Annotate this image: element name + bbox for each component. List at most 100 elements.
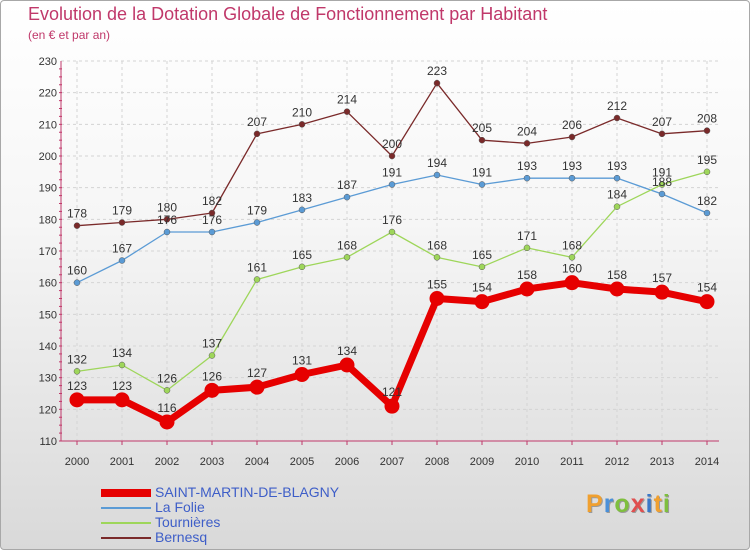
legend-swatch [101, 507, 151, 509]
data-point-bernesq [343, 108, 351, 115]
data-point-bernesq [73, 222, 81, 229]
data-point-saint-martin-de-blagny [384, 398, 400, 414]
x-tick-label: 2010 [515, 456, 539, 468]
data-point-bernesq [523, 140, 531, 147]
data-label-la-folie: 191 [382, 166, 402, 180]
legend-item: La Folie [101, 499, 421, 515]
y-tick-label: 200 [39, 151, 57, 163]
y-tick-label: 220 [39, 88, 57, 100]
data-label-saint-martin-de-blagny: 157 [652, 271, 672, 285]
data-label-tournieres: 134 [112, 346, 132, 360]
data-label-tournieres: 171 [517, 229, 537, 243]
data-point-saint-martin-de-blagny [429, 291, 445, 306]
y-tick-label: 230 [39, 56, 57, 68]
x-tick-label: 2003 [200, 456, 224, 468]
x-tick-label: 2006 [335, 456, 359, 468]
data-label-bernesq: 207 [247, 115, 267, 129]
data-label-saint-martin-de-blagny: 127 [247, 366, 267, 380]
data-label-bernesq: 223 [427, 64, 447, 78]
data-label-bernesq: 178 [67, 207, 87, 221]
data-point-tournieres [343, 254, 351, 261]
data-point-saint-martin-de-blagny [564, 275, 580, 291]
logo-letter: r [603, 490, 615, 518]
data-label-la-folie: 176 [202, 213, 222, 227]
data-label-la-folie: 194 [427, 156, 447, 170]
data-point-bernesq [658, 130, 666, 138]
data-label-bernesq: 214 [337, 93, 357, 107]
data-point-bernesq [478, 136, 486, 144]
data-label-saint-martin-de-blagny: 154 [472, 281, 492, 295]
x-tick-label: 2011 [560, 456, 584, 468]
data-point-la-folie [523, 174, 531, 182]
y-tick-label: 120 [39, 404, 57, 416]
data-label-saint-martin-de-blagny: 126 [202, 369, 222, 383]
logo-letter: x [630, 490, 646, 518]
data-point-bernesq [703, 127, 711, 134]
logo-letter: i [645, 490, 654, 518]
data-label-saint-martin-de-blagny: 160 [562, 262, 582, 276]
data-label-bernesq: 205 [472, 121, 492, 135]
data-label-tournieres: 168 [337, 238, 357, 252]
data-point-saint-martin-de-blagny [339, 357, 355, 373]
data-label-saint-martin-de-blagny: 116 [157, 401, 176, 415]
data-point-la-folie [163, 228, 171, 236]
data-point-tournieres [703, 168, 711, 176]
data-point-la-folie [253, 219, 261, 226]
legend-swatch [101, 522, 151, 524]
data-point-saint-martin-de-blagny [69, 392, 85, 408]
data-point-saint-martin-de-blagny [114, 392, 130, 408]
data-point-la-folie [343, 193, 351, 201]
y-tick-label: 180 [39, 214, 57, 226]
data-label-tournieres: 176 [382, 213, 402, 227]
x-tick-label: 2008 [425, 456, 449, 468]
data-point-la-folie [568, 174, 576, 182]
data-label-saint-martin-de-blagny: 158 [517, 268, 537, 282]
logo-letter: t [653, 490, 663, 518]
data-label-bernesq: 180 [157, 200, 177, 214]
chart-legend: SAINT-MARTIN-DE-BLAGNY La Folie Tournières… [101, 484, 421, 545]
data-point-tournieres [253, 276, 261, 283]
data-label-tournieres: 195 [697, 153, 717, 167]
data-label-bernesq: 212 [607, 99, 627, 113]
data-label-bernesq: 206 [562, 118, 582, 132]
data-point-tournieres [298, 263, 306, 271]
data-point-saint-martin-de-blagny [699, 294, 715, 310]
data-point-saint-martin-de-blagny [609, 281, 625, 297]
data-point-tournieres [478, 263, 486, 271]
data-label-tournieres: 165 [292, 248, 312, 262]
data-point-saint-martin-de-blagny [204, 382, 220, 398]
data-label-la-folie: 193 [607, 159, 627, 173]
data-label-tournieres: 168 [427, 238, 447, 252]
data-label-bernesq: 179 [112, 204, 132, 218]
data-label-saint-martin-de-blagny: 155 [427, 278, 447, 292]
data-point-bernesq [298, 121, 306, 128]
data-point-la-folie [208, 228, 216, 236]
data-label-saint-martin-de-blagny: 121 [382, 385, 402, 399]
data-label-la-folie: 179 [247, 204, 267, 218]
legend-label: Tournières [155, 514, 221, 530]
data-label-la-folie: 183 [292, 191, 312, 205]
data-label-tournieres: 191 [652, 166, 672, 180]
data-point-bernesq [388, 152, 396, 160]
x-tick-label: 2000 [65, 456, 89, 468]
data-label-la-folie: 182 [697, 194, 717, 208]
y-tick-label: 210 [39, 119, 57, 131]
data-label-bernesq: 210 [292, 105, 312, 119]
legend-item: Bernesq [101, 529, 421, 545]
legend-item: SAINT-MARTIN-DE-BLAGNY [101, 484, 421, 500]
data-point-tournieres [523, 244, 531, 252]
data-point-saint-martin-de-blagny [474, 294, 490, 310]
data-point-bernesq [163, 216, 171, 223]
data-point-la-folie [388, 181, 396, 188]
data-label-bernesq: 200 [382, 137, 402, 151]
data-point-bernesq [118, 219, 126, 226]
data-point-bernesq [208, 209, 216, 217]
data-label-la-folie: 187 [337, 178, 357, 192]
data-label-bernesq: 182 [202, 194, 222, 208]
data-label-tournieres: 137 [202, 337, 222, 351]
data-point-tournieres [658, 181, 666, 188]
data-point-la-folie [298, 206, 306, 214]
data-point-tournieres [163, 387, 171, 394]
data-point-la-folie [73, 279, 81, 286]
